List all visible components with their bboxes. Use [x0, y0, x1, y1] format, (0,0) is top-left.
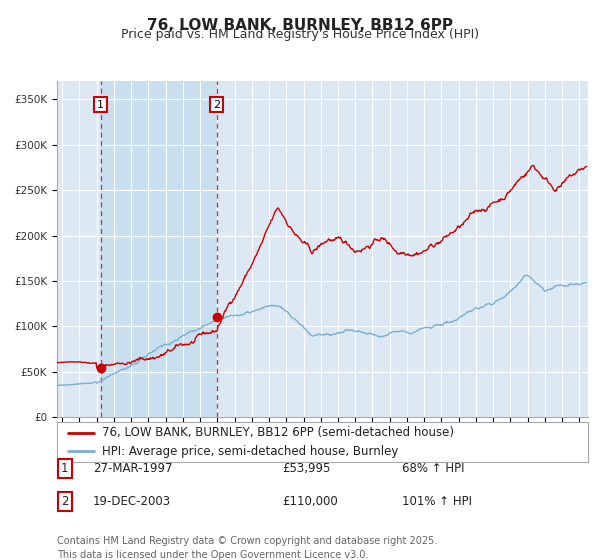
- Text: 76, LOW BANK, BURNLEY, BB12 6PP (semi-detached house): 76, LOW BANK, BURNLEY, BB12 6PP (semi-de…: [102, 426, 454, 439]
- Text: 2: 2: [213, 100, 220, 110]
- Text: 27-MAR-1997: 27-MAR-1997: [93, 462, 173, 475]
- Text: 68% ↑ HPI: 68% ↑ HPI: [402, 462, 464, 475]
- Text: HPI: Average price, semi-detached house, Burnley: HPI: Average price, semi-detached house,…: [102, 445, 398, 458]
- Text: Price paid vs. HM Land Registry's House Price Index (HPI): Price paid vs. HM Land Registry's House …: [121, 28, 479, 41]
- Text: 2: 2: [61, 494, 68, 508]
- Text: £53,995: £53,995: [282, 462, 331, 475]
- Text: 1: 1: [97, 100, 104, 110]
- Text: 19-DEC-2003: 19-DEC-2003: [93, 494, 171, 508]
- Text: 1: 1: [61, 462, 68, 475]
- Bar: [101, 81, 217, 417]
- Text: £110,000: £110,000: [282, 494, 338, 508]
- Text: 76, LOW BANK, BURNLEY, BB12 6PP: 76, LOW BANK, BURNLEY, BB12 6PP: [147, 18, 453, 33]
- Text: 101% ↑ HPI: 101% ↑ HPI: [402, 494, 472, 508]
- Text: Contains HM Land Registry data © Crown copyright and database right 2025.
This d: Contains HM Land Registry data © Crown c…: [57, 536, 437, 559]
